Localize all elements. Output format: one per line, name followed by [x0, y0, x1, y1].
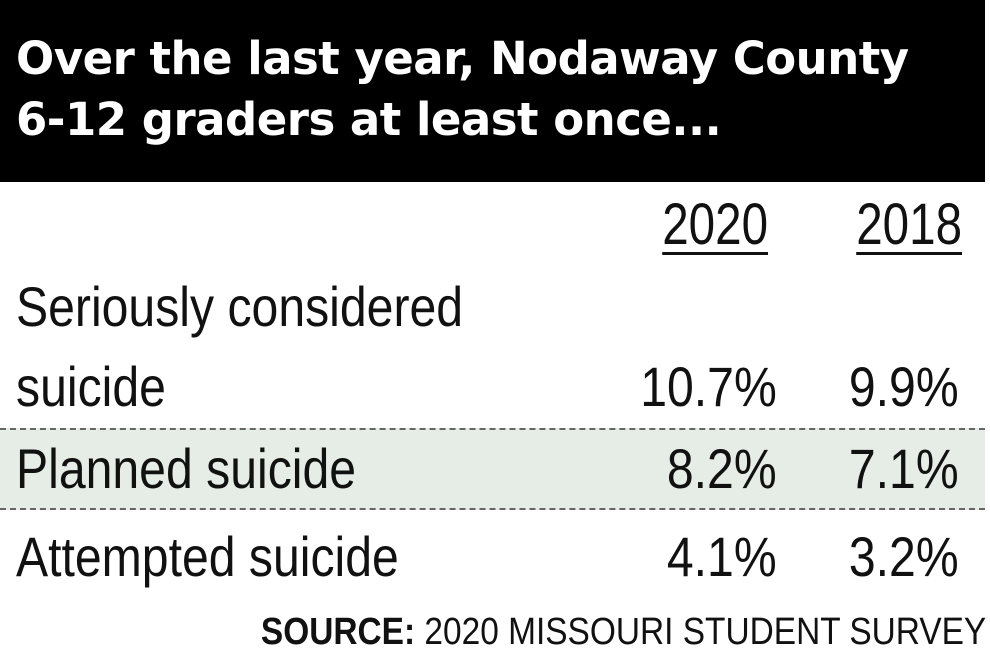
title-line-2: 6-12 graders at least once... — [16, 93, 722, 146]
column-header-2018: 2018 — [856, 192, 962, 257]
value-2020: 4.1% — [667, 525, 777, 588]
value-2020: 10.7% — [640, 355, 777, 418]
source-label: SOURCE: — [260, 611, 415, 653]
table-row-attempted: Attempted suicide 4.1% 3.2% — [0, 512, 985, 602]
value-2020: 8.2% — [667, 437, 777, 500]
table-row-seriously-considered: Seriously considered suicide 10.7% 9.9% — [0, 262, 985, 428]
row-label-line-1: Seriously considered — [16, 275, 464, 338]
chart-title: Over the last year, Nodaway County 6-12 … — [16, 28, 969, 150]
column-header-2020: 2020 — [662, 192, 768, 257]
table-row-planned: Planned suicide 8.2% 7.1% — [0, 428, 985, 510]
value-2018: 9.9% — [849, 355, 959, 418]
row-label: Planned suicide — [16, 437, 357, 500]
source-credit: SOURCE: 2020 MISSOURI STUDENT SURVEY — [261, 604, 986, 660]
source-text: 2020 MISSOURI STUDENT SURVEY — [414, 611, 986, 653]
title-banner: Over the last year, Nodaway County 6-12 … — [0, 0, 985, 182]
row-label: Attempted suicide — [16, 525, 399, 588]
row-label-line-2: suicide — [16, 355, 166, 418]
value-2018: 3.2% — [849, 525, 959, 588]
value-2018: 7.1% — [849, 437, 959, 500]
title-line-1: Over the last year, Nodaway County — [16, 32, 909, 85]
